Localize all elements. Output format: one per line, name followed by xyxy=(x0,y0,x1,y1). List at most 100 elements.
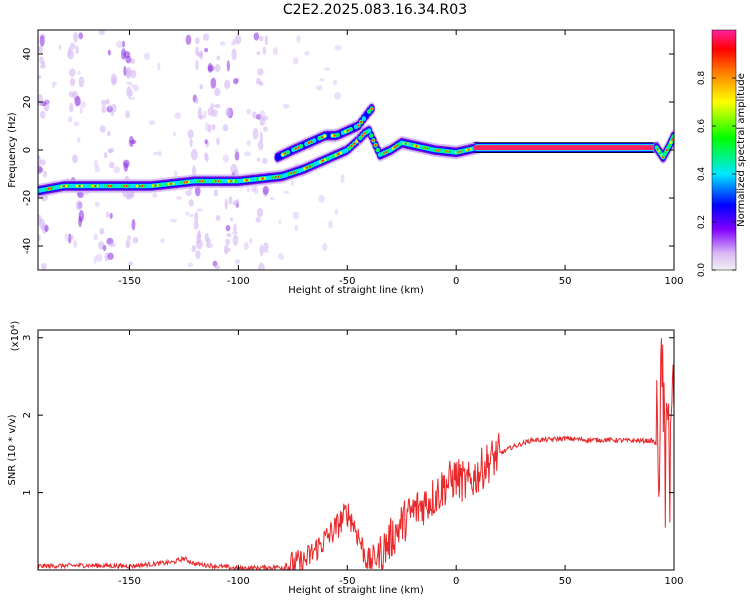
noise-blob xyxy=(187,262,194,268)
noise-blob xyxy=(225,238,230,246)
noise-blob xyxy=(130,139,137,144)
noise-blob xyxy=(74,95,81,107)
ridge-red xyxy=(350,144,353,148)
noise-blob xyxy=(128,90,134,97)
noise-blob xyxy=(304,51,310,56)
noise-blob xyxy=(194,185,201,197)
noise-blob xyxy=(224,79,231,90)
noise-blob xyxy=(194,211,199,224)
noise-blob xyxy=(78,215,83,228)
noise-blob xyxy=(194,96,199,104)
spectrogram-x-tick-label: -150 xyxy=(118,276,141,287)
snr-y-tick-label: 1 xyxy=(22,489,33,495)
noise-blob xyxy=(125,55,132,64)
noise-blob xyxy=(204,47,209,53)
noise-blob xyxy=(204,122,210,132)
noise-blob xyxy=(195,59,199,71)
noise-blob xyxy=(75,200,83,211)
noise-blob xyxy=(191,245,197,253)
noise-blob xyxy=(214,87,221,97)
noise-blob xyxy=(126,81,133,86)
noise-blob xyxy=(78,76,85,88)
noise-blob xyxy=(246,108,252,115)
noise-blob xyxy=(95,253,103,262)
noise-blob xyxy=(107,130,111,137)
noise-blob xyxy=(232,200,238,206)
noise-blob xyxy=(244,151,251,157)
noise-blob xyxy=(69,102,74,113)
noise-blob xyxy=(196,208,203,212)
colorbar-tick-label: 0.0 xyxy=(697,263,707,278)
snr-y-tick-label: 2 xyxy=(22,412,33,418)
noise-blob xyxy=(72,154,78,164)
noise-blob xyxy=(243,242,249,251)
noise-blob xyxy=(222,124,229,132)
noise-blob xyxy=(185,34,192,45)
noise-blob xyxy=(58,44,62,51)
snr-x-tick-label: -150 xyxy=(118,576,141,587)
noise-blob xyxy=(294,224,299,232)
ridge-red xyxy=(353,142,356,145)
noise-blob xyxy=(76,137,81,143)
spectrogram-x-tick-label: 100 xyxy=(664,276,683,287)
snr-x-tick-label: -50 xyxy=(339,576,355,587)
noise-blob xyxy=(322,243,328,252)
noise-blob xyxy=(158,150,162,157)
noise-blob xyxy=(148,120,156,126)
noise-blob xyxy=(187,129,194,139)
noise-blob xyxy=(131,84,135,88)
noise-blob xyxy=(68,68,76,77)
snr-axes: -150 -100 -50 0 50 100 1 2 3 xyxy=(22,330,684,587)
noise-blob xyxy=(44,225,49,233)
noise-blob xyxy=(233,223,237,234)
ridge-green xyxy=(369,133,374,138)
edge-burst-red xyxy=(671,138,674,141)
noise-blob xyxy=(278,253,284,261)
noise-blob xyxy=(319,78,325,82)
noise-blob xyxy=(259,131,264,143)
noise-blob xyxy=(39,110,46,119)
noise-blob xyxy=(334,92,342,100)
noise-blob xyxy=(204,139,208,145)
spectrogram-y-tick-label: 20 xyxy=(22,96,33,109)
noise-blob xyxy=(216,137,220,146)
snr-y-tick-label: 3 xyxy=(22,335,33,341)
noise-blob xyxy=(125,239,131,249)
noise-blob xyxy=(42,170,47,178)
noise-blob xyxy=(102,244,107,252)
noise-blob xyxy=(73,31,79,43)
snr-x-tick-label: 100 xyxy=(664,576,683,587)
noise-blob xyxy=(334,208,339,215)
noise-blob xyxy=(205,243,209,247)
noise-blob xyxy=(38,45,43,54)
noise-blob xyxy=(252,111,257,119)
snr-panel: -150 -100 -50 0 50 100 1 2 3 Height of straight … xyxy=(7,321,684,596)
noise-blob xyxy=(67,116,73,123)
noise-blob xyxy=(263,126,268,132)
noise-blob xyxy=(222,154,230,163)
upper-branch-green xyxy=(299,144,303,149)
spectrogram-x-tick-label: 0 xyxy=(453,276,459,287)
colorbar-tick-label: 0.6 xyxy=(697,119,707,134)
noise-blob xyxy=(38,94,44,106)
noise-blob xyxy=(185,211,190,216)
noise-blob xyxy=(290,180,295,187)
noise-blob xyxy=(225,224,231,232)
noise-blob xyxy=(215,215,221,221)
upper-branch-red xyxy=(360,120,363,124)
noise-blob xyxy=(68,46,72,57)
colorbar-tick-label: 0.2 xyxy=(697,215,707,229)
noise-blob xyxy=(340,174,345,184)
spectrogram-marks xyxy=(38,30,674,270)
colorbar-tick-label: 0.8 xyxy=(697,71,707,86)
noise-blob xyxy=(108,242,116,248)
noise-blob xyxy=(42,60,46,67)
noise-blob xyxy=(318,195,325,203)
noise-blob xyxy=(157,62,161,71)
noise-blob xyxy=(73,240,78,249)
noise-blob xyxy=(94,165,100,173)
noise-blob xyxy=(113,166,121,174)
noise-blob xyxy=(219,41,226,46)
noise-blob xyxy=(188,199,194,207)
upper-branch-green xyxy=(286,150,290,155)
